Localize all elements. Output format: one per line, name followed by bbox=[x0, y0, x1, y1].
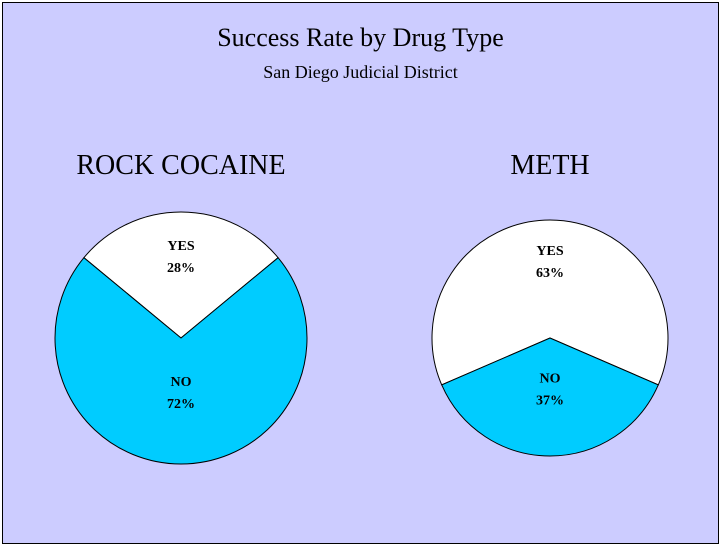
pie-slice-meth-no bbox=[441, 337, 659, 457]
chart-frame: Success Rate by Drug Type San Diego Judi… bbox=[2, 2, 719, 544]
slice-value-meth-no: 37% bbox=[536, 394, 564, 409]
slice-label-rock-cocaine-no: NO bbox=[171, 375, 192, 390]
slice-value-rock-cocaine-no: 72% bbox=[167, 397, 195, 412]
pie-slice-meth-yes bbox=[431, 219, 669, 386]
slice-label-meth-no: NO bbox=[540, 372, 561, 387]
pie-slice-rock-cocaine-no bbox=[54, 256, 308, 465]
pie-rock-cocaine: ROCK COCAINE YES 28% NO 72% bbox=[54, 150, 308, 465]
chart-subtitle: San Diego Judicial District bbox=[263, 62, 458, 82]
chart-title: Success Rate by Drug Type bbox=[217, 23, 504, 52]
slice-value-rock-cocaine-yes: 28% bbox=[167, 261, 195, 276]
slice-label-meth-yes: YES bbox=[536, 244, 563, 259]
slice-value-meth-yes: 63% bbox=[536, 266, 564, 281]
pie-title-rock-cocaine: ROCK COCAINE bbox=[76, 150, 285, 181]
slice-label-rock-cocaine-yes: YES bbox=[167, 239, 194, 254]
pie-slice-rock-cocaine-yes bbox=[83, 211, 279, 339]
pie-title-meth: METH bbox=[510, 150, 589, 181]
pie-meth: METH YES 63% NO 37% bbox=[431, 150, 669, 457]
pie-charts: ROCK COCAINE YES 28% NO 72% METH YES 63% NO 37% bbox=[54, 150, 669, 465]
